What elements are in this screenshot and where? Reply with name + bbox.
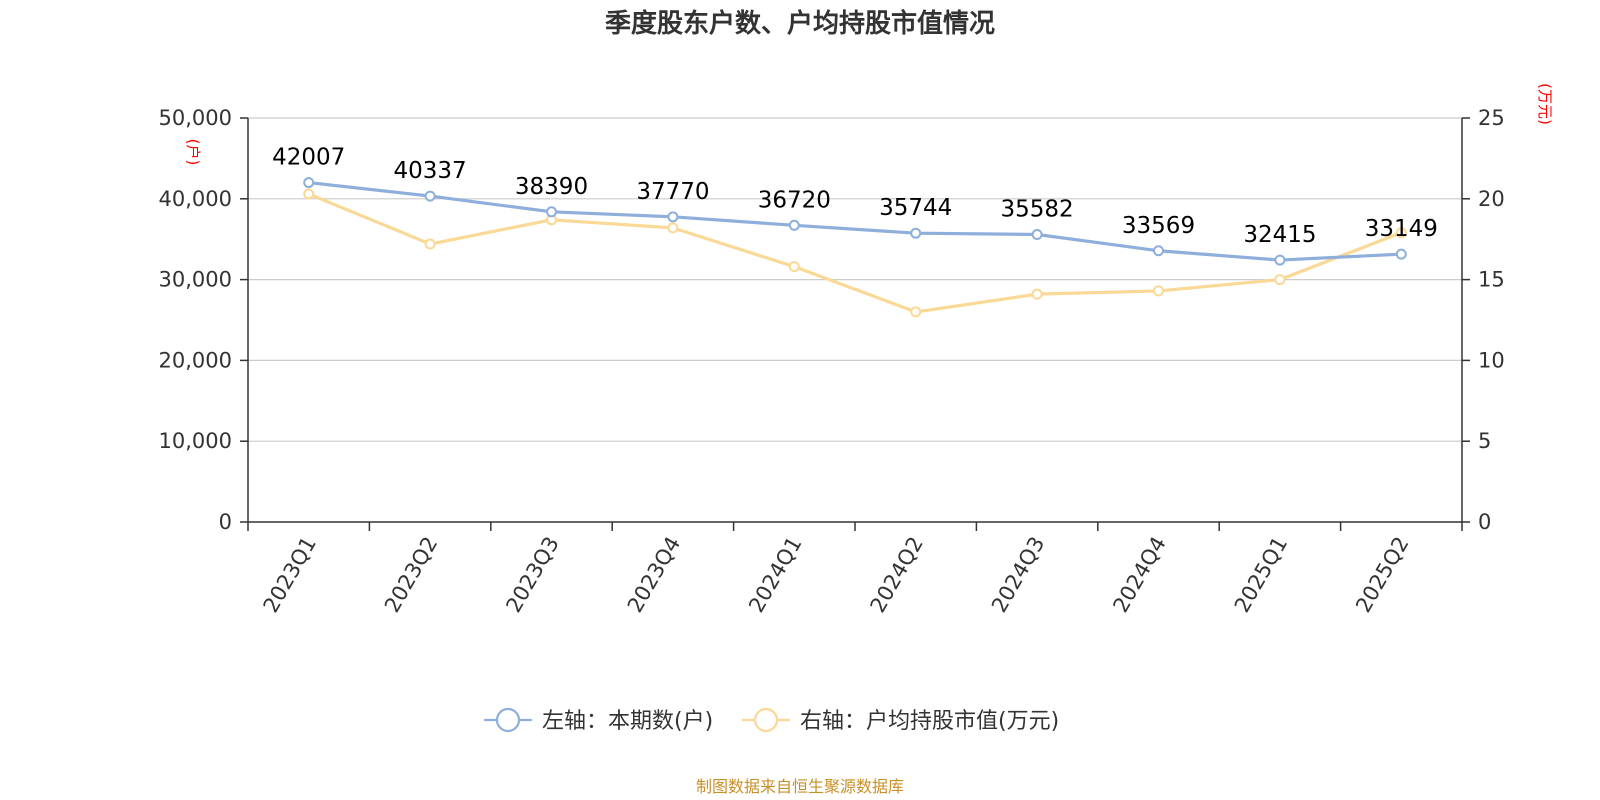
data-label: 33149 (1365, 216, 1438, 242)
data-label: 33569 (1122, 213, 1195, 239)
right-axis-ticks: 0 5 10 15 20 25 (1478, 106, 1505, 534)
right-tick-label: 20 (1478, 187, 1505, 211)
series-0-point (1031, 228, 1043, 240)
data-label: 32415 (1243, 222, 1316, 248)
left-tick-label: 50,000 (159, 106, 232, 130)
x-tick-label: 2023Q1 (259, 533, 321, 617)
legend[interactable]: 左轴：本期数(户) 右轴：户均持股市值(万元) (484, 707, 1059, 734)
x-tick-label: 2023Q2 (380, 533, 442, 617)
right-tick-label: 10 (1478, 348, 1505, 372)
data-labels: 42007 40337 38390 37770 36720 35744 35582 33569… (272, 145, 1438, 249)
chart-title: 季度股东户数、户均持股市值情况 (605, 8, 995, 39)
series-1-point (667, 222, 679, 234)
legend-item-label: 右轴：户均持股市值(万元) (800, 709, 1059, 734)
series-0-point (1153, 245, 1164, 257)
source-note: 制图数据来自恒生聚源数据库 (696, 777, 904, 796)
series-1-point (1395, 227, 1407, 239)
x-tick-label: 2024Q1 (744, 533, 806, 617)
left-tick-label: 10,000 (159, 429, 232, 453)
left-tick-label: 20,000 (159, 348, 232, 372)
data-label: 35744 (879, 195, 952, 221)
right-tick-label: 25 (1478, 106, 1505, 130)
series-layer (303, 177, 1407, 318)
legend-swatch-marker (495, 707, 521, 733)
series-1-point (788, 261, 800, 273)
left-axis-unit: (户) (184, 139, 202, 166)
series-0-point (546, 206, 557, 218)
series-0-point (788, 219, 800, 231)
left-tick-label: 30,000 (159, 268, 232, 292)
right-tick-label: 15 (1478, 268, 1505, 292)
x-tick-label: 2025Q2 (1351, 533, 1413, 617)
left-tick-label: 0 (219, 510, 232, 534)
x-tick-label: 2023Q4 (623, 533, 685, 617)
series-1-point (1153, 285, 1164, 297)
axes (240, 117, 1470, 531)
data-label: 40337 (394, 158, 467, 184)
data-label: 42007 (272, 145, 345, 171)
right-tick-label: 5 (1478, 429, 1491, 453)
x-tick-label: 2024Q4 (1108, 533, 1170, 617)
x-axis-ticks: 2023Q1 2023Q2 2023Q3 2023Q4 2024Q1 2024Q2 2024… (259, 533, 1414, 617)
data-label: 35582 (1001, 196, 1074, 222)
series-0-point (667, 211, 679, 223)
x-tick-label: 2025Q1 (1230, 533, 1292, 617)
series-1-point (1031, 288, 1043, 300)
data-label: 36720 (758, 187, 831, 213)
x-tick-label: 2023Q3 (501, 533, 563, 617)
x-tick-label: 2024Q2 (866, 533, 928, 617)
left-tick-label: 40,000 (159, 187, 232, 211)
series-0-point (910, 227, 922, 239)
data-label: 38390 (515, 174, 588, 200)
legend-swatch-marker (753, 707, 779, 733)
right-tick-label: 0 (1478, 510, 1491, 534)
series-0-point (424, 190, 436, 202)
left-axis-ticks: 0 10,000 20,000 30,000 40,000 50,000 (159, 106, 232, 534)
data-label: 37770 (636, 179, 709, 205)
series-1-point (303, 188, 315, 200)
right-axis-unit: (万元) (1536, 83, 1554, 125)
legend-item-label: 左轴：本期数(户) (542, 709, 713, 734)
series-1-point (424, 238, 436, 250)
series-0-point (303, 177, 315, 189)
series-line-0 (308, 180, 1402, 262)
series-line-1 (308, 192, 1402, 314)
series-0-point (1274, 254, 1286, 266)
series-1-point (1274, 274, 1286, 286)
series-0-point (1395, 248, 1407, 260)
x-tick-label: 2024Q3 (987, 533, 1049, 617)
series-1-point (910, 306, 922, 318)
